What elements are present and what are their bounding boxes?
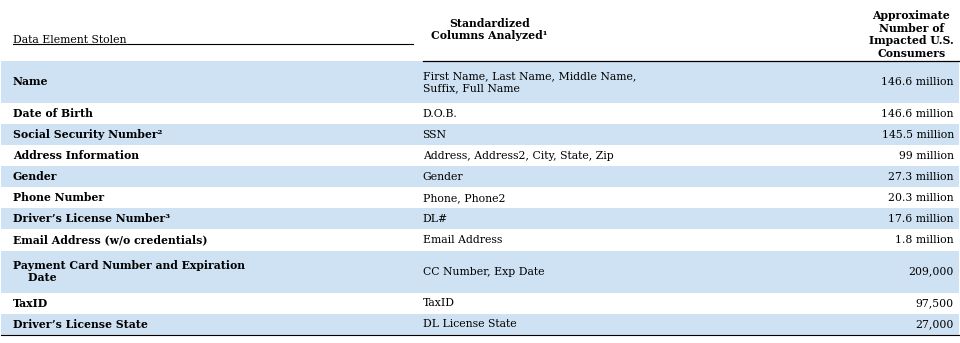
Text: Name: Name [12,76,48,87]
Text: 209,000: 209,000 [908,267,954,276]
Text: TaxID: TaxID [12,298,48,309]
Text: Social Security Number²: Social Security Number² [12,129,162,140]
Text: DL License State: DL License State [422,319,516,329]
Text: Driver’s License State: Driver’s License State [12,319,148,330]
Text: Gender: Gender [12,171,58,182]
Text: 27.3 million: 27.3 million [888,172,954,182]
Text: Payment Card Number and Expiration
    Date: Payment Card Number and Expiration Date [12,260,245,284]
Text: Phone Number: Phone Number [12,192,104,203]
Text: 145.5 million: 145.5 million [881,130,954,140]
Text: 97,500: 97,500 [916,298,954,308]
Bar [1,314,959,335]
Text: Approximate
Number of
Impacted U.S.
Consumers: Approximate Number of Impacted U.S. Cons… [869,10,954,59]
Text: 1.8 million: 1.8 million [895,235,954,245]
Text: Email Address: Email Address [422,235,502,245]
Text: 17.6 million: 17.6 million [888,214,954,224]
Text: Email Address (w/o credentials): Email Address (w/o credentials) [12,235,207,246]
Text: Standardized
Columns Analyzed¹: Standardized Columns Analyzed¹ [431,18,548,42]
Text: TaxID: TaxID [422,298,455,308]
Text: CC Number, Exp Date: CC Number, Exp Date [422,267,544,276]
Text: SSN: SSN [422,130,446,140]
Text: 27,000: 27,000 [916,319,954,329]
Text: 146.6 million: 146.6 million [881,108,954,119]
Text: 20.3 million: 20.3 million [888,193,954,203]
Text: Address Information: Address Information [12,150,139,161]
Text: Phone, Phone2: Phone, Phone2 [422,193,505,203]
Text: 146.6 million: 146.6 million [881,77,954,87]
Bar [1,166,959,187]
Bar [1,209,959,229]
Text: Driver’s License Number³: Driver’s License Number³ [12,213,170,224]
Text: 99 million: 99 million [899,151,954,161]
Text: Gender: Gender [422,172,463,182]
Text: D.O.B.: D.O.B. [422,108,457,119]
Text: Date of Birth: Date of Birth [12,108,93,119]
Text: Data Element Stolen: Data Element Stolen [12,35,127,45]
Text: First Name, Last Name, Middle Name,
Suffix, Full Name: First Name, Last Name, Middle Name, Suff… [422,71,636,93]
Text: Address, Address2, City, State, Zip: Address, Address2, City, State, Zip [422,151,613,161]
Text: DL#: DL# [422,214,447,224]
Bar [1,124,959,145]
